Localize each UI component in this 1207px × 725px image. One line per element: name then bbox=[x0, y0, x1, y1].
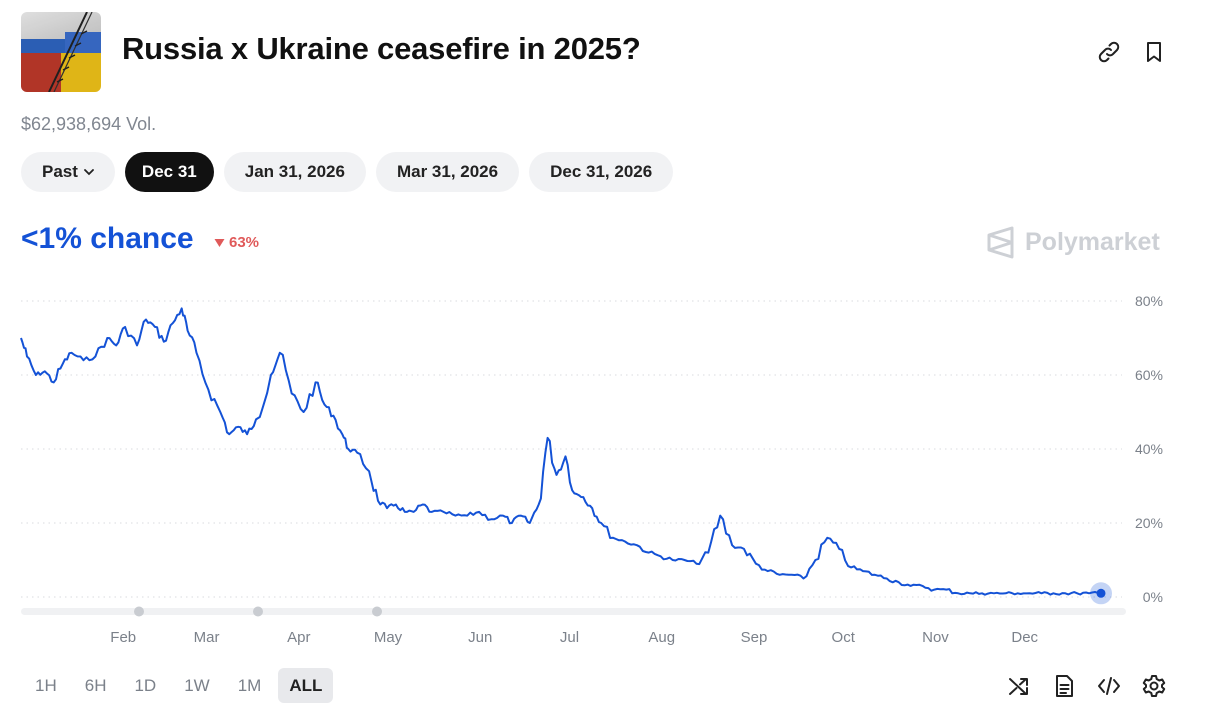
y-tick-label: 40% bbox=[1135, 441, 1163, 457]
settings-icon[interactable] bbox=[1141, 673, 1167, 699]
market-thumbnail bbox=[21, 12, 101, 92]
y-tick-label: 80% bbox=[1135, 293, 1163, 309]
tab-dec-31[interactable]: Dec 31 bbox=[124, 152, 214, 192]
scrubber-marker[interactable] bbox=[134, 606, 144, 617]
polymarket-logo-icon bbox=[987, 226, 1014, 259]
volume-label: $62,938,694 Vol. bbox=[21, 114, 157, 134]
price-chart[interactable]: 80% 60% 40% 20% 0% Feb Mar Apr May Jun Jul Aug Sep O… bbox=[0, 280, 1207, 650]
timeframe-6h[interactable]: 6H bbox=[84, 675, 107, 695]
tab-dec-31-2026[interactable]: Dec 31, 2026 bbox=[529, 152, 674, 192]
tab-jan-31-2026[interactable]: Jan 31, 2026 bbox=[223, 152, 366, 192]
scrubber-markers bbox=[134, 606, 382, 617]
x-tick-label: Jun bbox=[468, 629, 492, 646]
document-icon[interactable] bbox=[1051, 673, 1077, 699]
x-tick-label: Oct bbox=[832, 629, 856, 646]
x-axis-labels: Feb Mar Apr May Jun Jul Aug Sep Oct Nov Dec bbox=[110, 629, 1038, 646]
russia-ukraine-flag-image bbox=[21, 12, 101, 92]
chart-grid bbox=[21, 300, 1122, 598]
x-tick-label: Sep bbox=[741, 629, 768, 646]
series-line bbox=[20, 307, 1102, 596]
chance-value: <1% chance bbox=[21, 222, 194, 255]
current-point bbox=[1096, 588, 1106, 598]
down-triangle-icon bbox=[214, 238, 225, 247]
link-icon[interactable] bbox=[1095, 38, 1123, 66]
tab-mar-31-2026[interactable]: Mar 31, 2026 bbox=[375, 152, 520, 192]
brand-name: Polymarket bbox=[1025, 228, 1160, 256]
x-tick-label: Mar bbox=[194, 629, 220, 646]
x-tick-label: Feb bbox=[110, 629, 136, 646]
x-tick-label: Aug bbox=[648, 629, 675, 646]
chance-change: 63% bbox=[214, 234, 259, 251]
polymarket-logo: Polymarket bbox=[986, 226, 1160, 259]
past-label: Past bbox=[42, 162, 78, 181]
shuffle-icon[interactable] bbox=[1006, 673, 1032, 699]
scrubber-marker[interactable] bbox=[372, 606, 382, 617]
chance-change-value: 63% bbox=[229, 234, 260, 251]
x-tick-label: Nov bbox=[922, 629, 949, 646]
chevron-down-icon bbox=[84, 169, 94, 176]
timeframe-1w[interactable]: 1W bbox=[184, 675, 210, 695]
y-axis-labels: 80% 60% 40% 20% 0% bbox=[1135, 293, 1163, 605]
past-dropdown[interactable]: Past bbox=[21, 152, 115, 192]
y-tick-label: 20% bbox=[1135, 515, 1163, 531]
scrubber-marker[interactable] bbox=[253, 606, 263, 617]
timeframe-1h[interactable]: 1H bbox=[35, 675, 57, 695]
y-tick-label: 0% bbox=[1143, 589, 1163, 605]
x-tick-label: Dec bbox=[1011, 629, 1038, 646]
time-scrubber-track[interactable] bbox=[21, 608, 1126, 615]
market-title: Russia x Ukraine ceasefire in 2025? bbox=[122, 31, 641, 66]
x-tick-label: Apr bbox=[287, 629, 310, 646]
x-tick-label: Jul bbox=[560, 629, 579, 646]
y-tick-label: 60% bbox=[1135, 367, 1163, 383]
timeframe-1m[interactable]: 1M bbox=[237, 675, 262, 695]
timeframe-selector: 1H 6H 1D 1W 1M ALL bbox=[24, 668, 334, 703]
code-icon[interactable] bbox=[1096, 673, 1122, 699]
date-tabs: Past Dec 31 Jan 31, 2026 Mar 31, 2026 De… bbox=[21, 152, 674, 192]
x-tick-label: May bbox=[374, 629, 403, 646]
bookmark-icon[interactable] bbox=[1140, 38, 1168, 66]
timeframe-all[interactable]: ALL bbox=[278, 668, 334, 703]
timeframe-1d[interactable]: 1D bbox=[134, 675, 157, 695]
